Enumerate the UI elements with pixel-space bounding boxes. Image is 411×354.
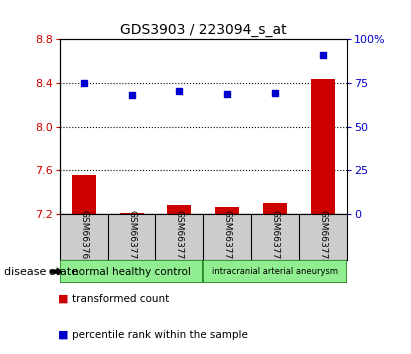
Text: GSM663772: GSM663772 [223, 210, 232, 265]
Text: transformed count: transformed count [72, 294, 169, 304]
Point [272, 90, 279, 96]
Text: ■: ■ [58, 294, 69, 304]
Text: GSM663769: GSM663769 [79, 210, 88, 265]
Title: GDS3903 / 223094_s_at: GDS3903 / 223094_s_at [120, 23, 287, 36]
Bar [203, 260, 347, 283]
Text: GSM663773: GSM663773 [271, 210, 280, 265]
Bar [263, 203, 287, 214]
Text: GSM663771: GSM663771 [175, 210, 184, 265]
Text: ■: ■ [58, 330, 69, 339]
Text: percentile rank within the sample: percentile rank within the sample [72, 330, 248, 339]
Bar [120, 213, 143, 214]
Bar [168, 205, 192, 214]
Bar [72, 175, 95, 214]
Point [320, 52, 327, 58]
Bar [215, 206, 239, 214]
Text: intracranial arterial aneurysm: intracranial arterial aneurysm [212, 267, 338, 276]
Bar [60, 260, 203, 283]
Text: disease state: disease state [4, 267, 78, 277]
Bar [311, 79, 335, 214]
Point [224, 91, 231, 97]
Text: GSM663770: GSM663770 [127, 210, 136, 265]
Point [128, 92, 135, 98]
Point [176, 88, 183, 93]
Text: normal healthy control: normal healthy control [72, 267, 191, 277]
Text: GSM663774: GSM663774 [319, 210, 328, 265]
Point [80, 80, 87, 86]
